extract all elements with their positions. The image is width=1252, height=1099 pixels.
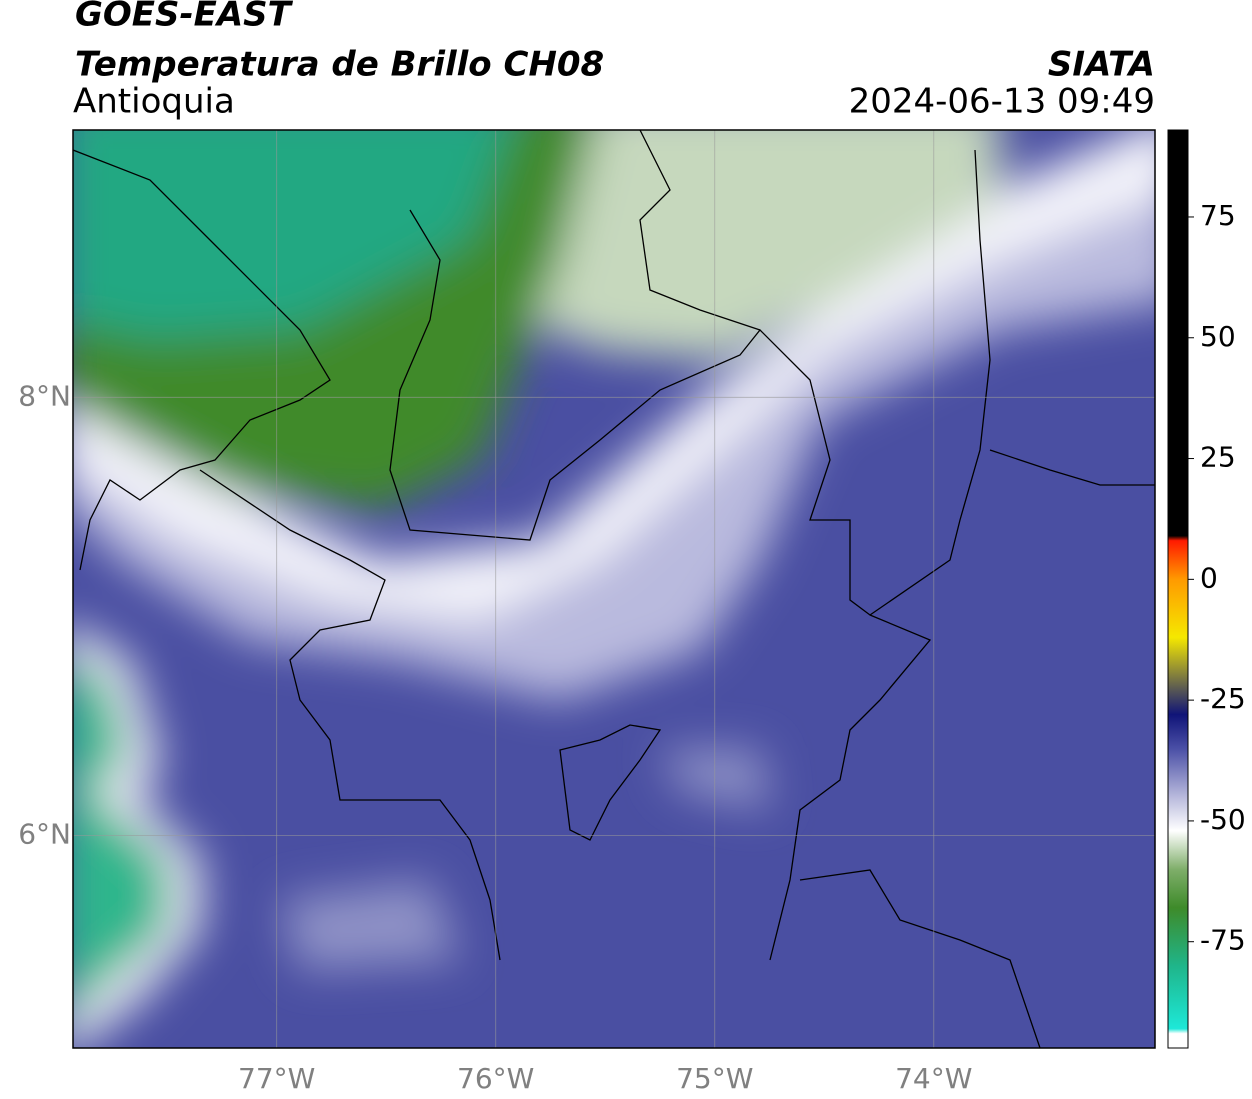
colorbar-tick-label: 50: [1200, 320, 1236, 353]
title: GOES-EAST: [75, 0, 294, 35]
colorbar-tick-label: -75: [1200, 924, 1246, 957]
colorbar-tick-label: 75: [1200, 199, 1236, 232]
colorbar-tick-label: 25: [1200, 441, 1236, 474]
x-tick-label: 75°W: [676, 1062, 753, 1095]
y-tick-label: 8°N: [18, 379, 71, 412]
satellite-image: [73, 130, 1155, 1048]
colorbar-tick-label: -50: [1200, 803, 1246, 836]
x-tick-label: 74°W: [895, 1062, 972, 1095]
x-tick-label: 77°W: [238, 1062, 315, 1095]
y-tick-label: 6°N: [18, 817, 71, 850]
timestamp: 2024-06-13 09:49: [849, 82, 1155, 122]
x-tick-label: 76°W: [457, 1062, 534, 1095]
map-frame: [72, 129, 1156, 1049]
source: SIATA: [1048, 45, 1155, 85]
colorbar-tick-label: 0: [1200, 561, 1218, 594]
region: Antioquia: [73, 82, 235, 122]
subtitle: Temperatura de Brillo CH08: [75, 45, 604, 85]
colorbar: [1167, 129, 1189, 1049]
colorbar-tick-label: -25: [1200, 682, 1246, 715]
